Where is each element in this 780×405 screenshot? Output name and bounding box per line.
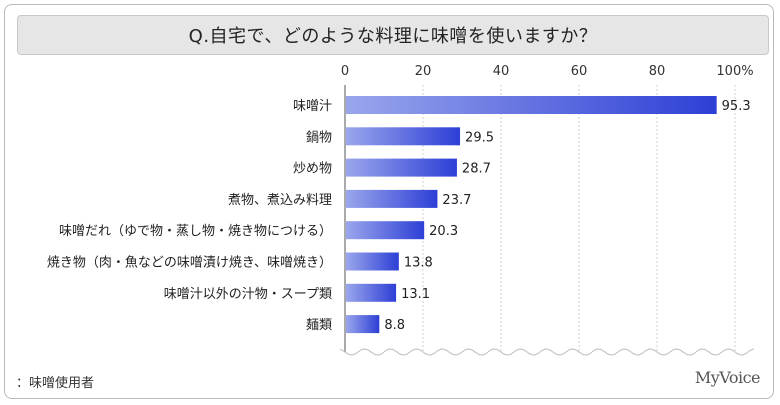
bar	[346, 221, 425, 240]
value-label: 20.3	[429, 224, 458, 239]
x-tick-label: 0	[341, 64, 349, 79]
category-label: 麺類	[306, 318, 332, 333]
bar	[346, 127, 461, 146]
value-label: 23.7	[442, 193, 471, 208]
category-label: 味噌汁以外の汁物・スープ類	[164, 287, 332, 302]
category-label: 鍋物	[306, 129, 332, 145]
chart-frame: Q.自宅で、どのような料理に味噌を使いますか？	[4, 4, 774, 399]
bar	[346, 252, 399, 271]
bar	[346, 189, 438, 208]
category-label: 焼き物（肉・魚などの味噌漬け焼き、味噌焼き）	[47, 256, 332, 271]
value-label: 8.8	[384, 318, 405, 333]
value-label: 29.5	[465, 130, 494, 145]
category-label: 炒め物	[293, 162, 332, 177]
bar	[346, 315, 380, 334]
bar	[346, 283, 397, 302]
footnote: ：味噌使用者	[16, 376, 95, 391]
category-label: 煮物、煮込み料理	[228, 193, 332, 208]
x-tick-label: 40	[493, 64, 510, 79]
category-label: 味噌汁	[293, 99, 332, 114]
category-label: 味噌だれ（ゆで物・蒸し物・焼き物につける）	[59, 224, 332, 239]
chart-title: Q.自宅で、どのような料理に味噌を使いますか？	[188, 26, 598, 47]
value-label: 13.1	[401, 287, 430, 302]
bar	[346, 96, 717, 114]
bar	[346, 158, 457, 177]
axis-break-wave	[339, 348, 755, 356]
x-tick-label: 60	[571, 64, 588, 79]
brand-logo: MyVoice	[694, 368, 761, 387]
title-bar: Q.自宅で、どのような料理に味噌を使いますか？	[17, 15, 769, 55]
value-label: 13.8	[404, 256, 433, 271]
value-label: 95.3	[722, 99, 751, 114]
x-tick-label: 20	[415, 64, 432, 79]
value-label: 28.7	[462, 162, 491, 177]
x-tick-label: 100%	[716, 64, 753, 79]
x-tick-label: 80	[649, 64, 666, 79]
